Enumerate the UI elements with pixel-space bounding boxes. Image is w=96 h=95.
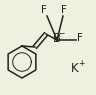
- Text: F: F: [61, 5, 67, 15]
- Text: K: K: [71, 61, 79, 74]
- Text: F: F: [41, 5, 47, 15]
- Text: B: B: [53, 32, 61, 46]
- Text: +: +: [78, 59, 84, 68]
- Text: −: −: [58, 30, 64, 38]
- Text: F: F: [77, 33, 83, 43]
